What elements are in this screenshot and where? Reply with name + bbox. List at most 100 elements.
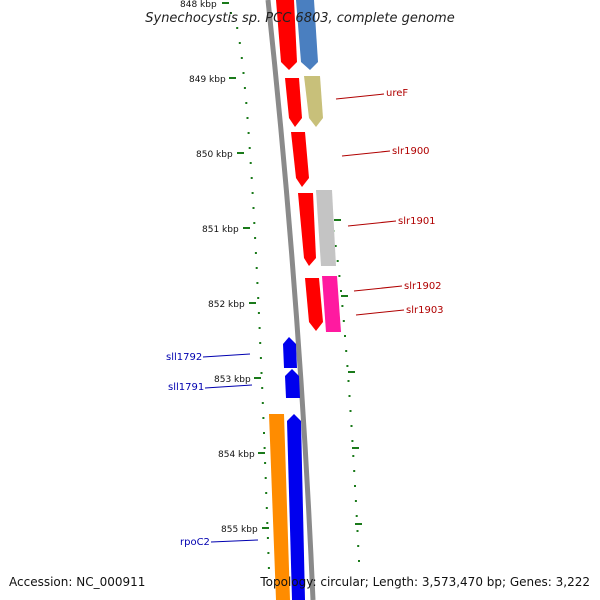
guide-dot bbox=[259, 357, 262, 359]
guide-dot bbox=[248, 147, 251, 149]
gene-slr1903[interactable] bbox=[322, 276, 341, 332]
guide-dot bbox=[256, 282, 259, 284]
genome-backbone bbox=[265, 0, 316, 600]
guide-dot bbox=[266, 537, 269, 539]
leader-ureF bbox=[335, 93, 385, 100]
gene-rpoC2-orange[interactable] bbox=[269, 414, 290, 600]
leader-slr1901 bbox=[347, 220, 397, 227]
guide-dot bbox=[357, 545, 360, 547]
guide-dot bbox=[342, 320, 345, 322]
label-ureF[interactable]: ureF bbox=[386, 88, 408, 99]
label-rpoC2[interactable]: rpoC2 bbox=[180, 537, 210, 548]
tick-label-855: 855 kbp bbox=[221, 525, 258, 535]
gene-sll1791[interactable] bbox=[285, 369, 300, 398]
label-sll1791[interactable]: sll1791 bbox=[168, 382, 204, 393]
guide-dot bbox=[263, 432, 265, 434]
guide-dot bbox=[252, 207, 255, 209]
guide-dot bbox=[340, 290, 342, 292]
guide-dot bbox=[334, 245, 337, 247]
label-slr1903[interactable]: slr1903 bbox=[406, 305, 444, 316]
gene-slr1901-gray[interactable] bbox=[316, 190, 336, 266]
leader-sll1792 bbox=[202, 353, 251, 358]
gene-red-1[interactable] bbox=[276, 0, 297, 70]
guide-dot bbox=[267, 567, 270, 569]
accession-text: Accession: NC_000911 bbox=[9, 575, 145, 589]
guide-dot bbox=[354, 500, 357, 502]
guide-dot bbox=[264, 477, 267, 479]
guide-dot bbox=[260, 372, 263, 374]
guide-dot bbox=[257, 312, 260, 314]
gene-group-forward bbox=[276, 0, 341, 332]
guide-dot bbox=[347, 380, 350, 382]
guide-dot bbox=[358, 560, 360, 562]
tick-label-848: 848 kbp bbox=[180, 0, 217, 10]
guide-dot bbox=[349, 410, 352, 412]
guide-dot bbox=[236, 27, 239, 29]
guide-dot bbox=[251, 192, 254, 194]
guide-dot bbox=[255, 267, 258, 269]
guide-dot bbox=[246, 117, 249, 119]
gene-red-slr1901[interactable] bbox=[298, 193, 316, 266]
guide-dot bbox=[352, 455, 355, 457]
gene-ureF[interactable] bbox=[304, 76, 323, 127]
gene-rpoC2-blue[interactable] bbox=[287, 414, 305, 600]
guide-dot bbox=[262, 417, 265, 419]
genome-stats-text: Topology: circular; Length: 3,573,470 bp… bbox=[259, 575, 590, 589]
guide-dot bbox=[242, 72, 245, 74]
gene-sll1792[interactable] bbox=[283, 337, 297, 368]
guide-dot bbox=[356, 530, 359, 532]
leader-sll1791 bbox=[204, 384, 253, 389]
tick-label-854: 854 kbp bbox=[218, 450, 255, 460]
gene-red-slr1900[interactable] bbox=[291, 132, 309, 187]
guide-dot bbox=[344, 335, 346, 337]
guide-dot bbox=[355, 515, 358, 517]
gene-red-slr1902[interactable] bbox=[305, 278, 323, 331]
guide-dot bbox=[261, 387, 264, 389]
leader-slr1902 bbox=[353, 285, 403, 292]
guide-dot bbox=[263, 447, 266, 449]
label-slr1902[interactable]: slr1902 bbox=[404, 281, 442, 292]
guide-dot bbox=[353, 470, 356, 472]
gene-group-reverse bbox=[269, 337, 305, 600]
map-title: Synechocystis sp. PCC 6803, complete gen… bbox=[145, 11, 454, 26]
guide-dot bbox=[336, 260, 339, 262]
guide-dot bbox=[230, 12, 232, 14]
guide-dot bbox=[350, 425, 353, 427]
guide-dot bbox=[240, 57, 243, 59]
guide-dot bbox=[354, 485, 356, 487]
gene-red-2[interactable] bbox=[285, 78, 302, 127]
guide-dot bbox=[259, 342, 262, 344]
gene-steelblue[interactable] bbox=[296, 0, 318, 70]
guide-dot bbox=[243, 87, 246, 89]
guide-dot bbox=[265, 507, 268, 509]
tick-label-850: 850 kbp bbox=[196, 150, 233, 160]
label-sll1792[interactable]: sll1792 bbox=[166, 352, 202, 363]
reverse-labels bbox=[202, 353, 259, 543]
guide-dot bbox=[265, 492, 268, 494]
guide-dot bbox=[249, 162, 252, 164]
guide-dot bbox=[250, 177, 253, 179]
guide-dot bbox=[267, 552, 270, 554]
leader-slr1900 bbox=[341, 150, 391, 157]
right-marks bbox=[334, 219, 362, 525]
scale: 848 kbp 849 kbp 850 kbp 851 kbp 852 kbp … bbox=[180, 0, 269, 535]
tick-label-849: 849 kbp bbox=[189, 75, 226, 85]
guide-dot bbox=[348, 395, 351, 397]
leader-rpoC2 bbox=[210, 539, 259, 543]
label-slr1901[interactable]: slr1901 bbox=[398, 216, 436, 227]
tick-label-853: 853 kbp bbox=[214, 375, 251, 385]
guide-dot bbox=[338, 275, 341, 277]
guide-dot bbox=[261, 402, 264, 404]
guide-dot bbox=[245, 102, 248, 104]
tick-label-851: 851 kbp bbox=[202, 225, 239, 235]
guide-dot bbox=[266, 522, 269, 524]
guide-dot bbox=[264, 462, 267, 464]
label-slr1900[interactable]: slr1900 bbox=[392, 146, 430, 157]
guide-dot bbox=[257, 297, 260, 299]
guide-dot bbox=[247, 132, 250, 134]
guide-dot bbox=[254, 237, 257, 239]
leader-slr1903 bbox=[355, 309, 405, 316]
guide-dot bbox=[341, 305, 344, 307]
guide-dot bbox=[258, 327, 261, 329]
